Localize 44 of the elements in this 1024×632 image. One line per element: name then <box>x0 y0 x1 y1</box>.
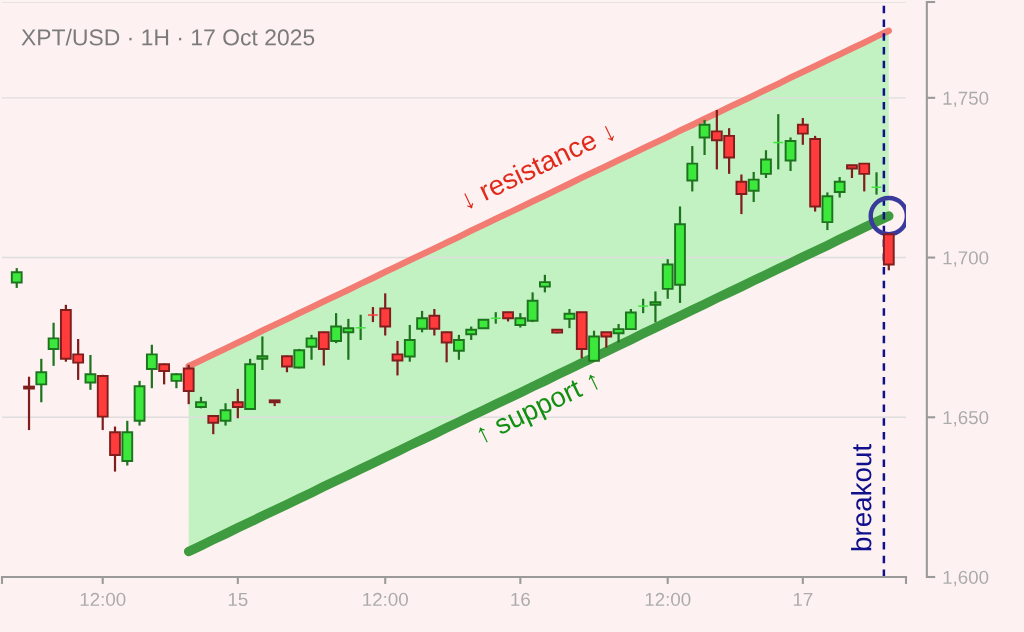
candlestick <box>109 425 121 473</box>
candlestick <box>207 413 220 436</box>
candlestick <box>182 363 195 406</box>
candlestick <box>84 353 97 391</box>
annotation: breakout <box>851 444 872 551</box>
candlestick <box>355 313 366 342</box>
candlestick <box>23 375 35 432</box>
candlestick <box>784 136 797 173</box>
y-tick-label: 1,700 <box>943 251 989 267</box>
y-tick-label: 1,750 <box>943 91 989 108</box>
candlestick <box>686 144 699 193</box>
candlestick <box>219 402 232 427</box>
candlestick <box>231 387 244 420</box>
candlestick <box>649 290 662 324</box>
candlestick <box>10 266 23 290</box>
candlestick <box>256 335 269 372</box>
x-tick-label: 17 <box>793 592 813 606</box>
candlestick <box>305 333 318 361</box>
x-tick-label: 12:00 <box>645 592 691 607</box>
x-tick-label: 12:00 <box>80 592 126 607</box>
candlestick <box>833 175 846 199</box>
candlestick <box>440 330 453 364</box>
candlestick <box>428 307 441 337</box>
candlestick <box>760 149 772 180</box>
candlestick <box>47 321 60 367</box>
y-tick-label: 1,600 <box>943 570 989 587</box>
candlestick <box>563 307 576 330</box>
candlestick <box>735 173 748 216</box>
candlestick <box>145 343 158 390</box>
x-tick-label: 15 <box>228 592 248 607</box>
candlestick <box>403 323 416 363</box>
candlestick <box>391 339 404 377</box>
candlestick <box>698 118 711 157</box>
x-tick-label: 12:00 <box>363 592 408 607</box>
candlestick <box>416 309 428 334</box>
candlestick <box>796 116 809 146</box>
x-tick-label: 16 <box>511 592 530 607</box>
candlestick <box>158 362 171 386</box>
text: XPT/USD · 1H · 17 Oct 2025 <box>21 28 315 46</box>
candlestick <box>317 330 330 367</box>
candlestick <box>747 170 760 204</box>
candlestick <box>453 333 465 361</box>
y-tick-label: 1,650 <box>943 410 989 427</box>
candlestick <box>35 357 48 404</box>
